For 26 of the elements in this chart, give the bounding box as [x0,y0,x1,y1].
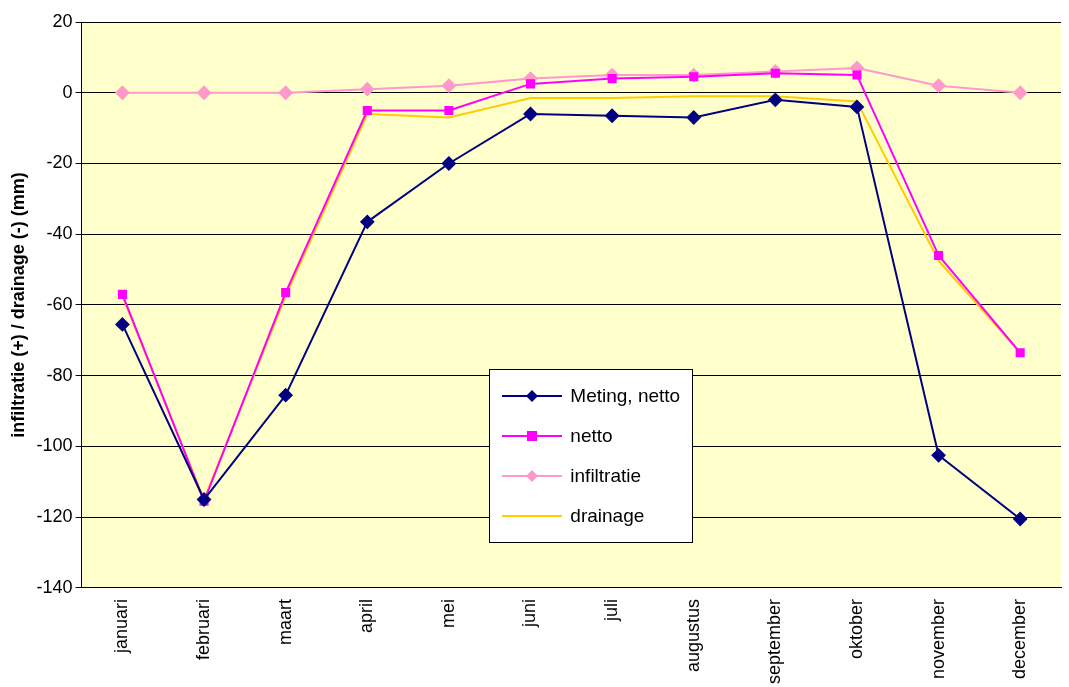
y-tick-label: -120 [36,506,73,527]
y-axis-title: infiltratie (+) / drainage (-) (mm) [7,172,28,438]
x-tick-label: augustus [682,598,703,673]
y-tick-label: -40 [46,223,73,244]
x-tick-label: oktober [845,598,866,659]
y-tick-label: -60 [46,293,73,314]
x-tick-label: januari [111,598,132,654]
y-tick-label: -140 [36,576,73,597]
legend-label: Meting, netto [570,384,681,407]
x-tick-label: juli [601,598,622,622]
y-tick-label: -20 [46,152,73,173]
x-tick-label: december [1009,598,1030,679]
x-tick-label: november [927,598,948,679]
legend-label: infiltratie [570,464,642,487]
x-tick-label: februari [193,598,214,660]
y-tick-label: -80 [46,364,73,385]
x-tick-label: mei [437,598,458,628]
x-tick-label: september [764,598,785,684]
x-tick-label: maart [274,598,295,645]
legend-label: drainage [570,504,645,527]
y-tick-label: -100 [36,435,73,456]
y-tick-label: 20 [52,10,73,31]
legend-label: netto [570,424,613,447]
x-tick-label: april [356,598,377,633]
y-tick-label: 0 [62,81,73,102]
x-tick-label: juni [519,598,540,628]
